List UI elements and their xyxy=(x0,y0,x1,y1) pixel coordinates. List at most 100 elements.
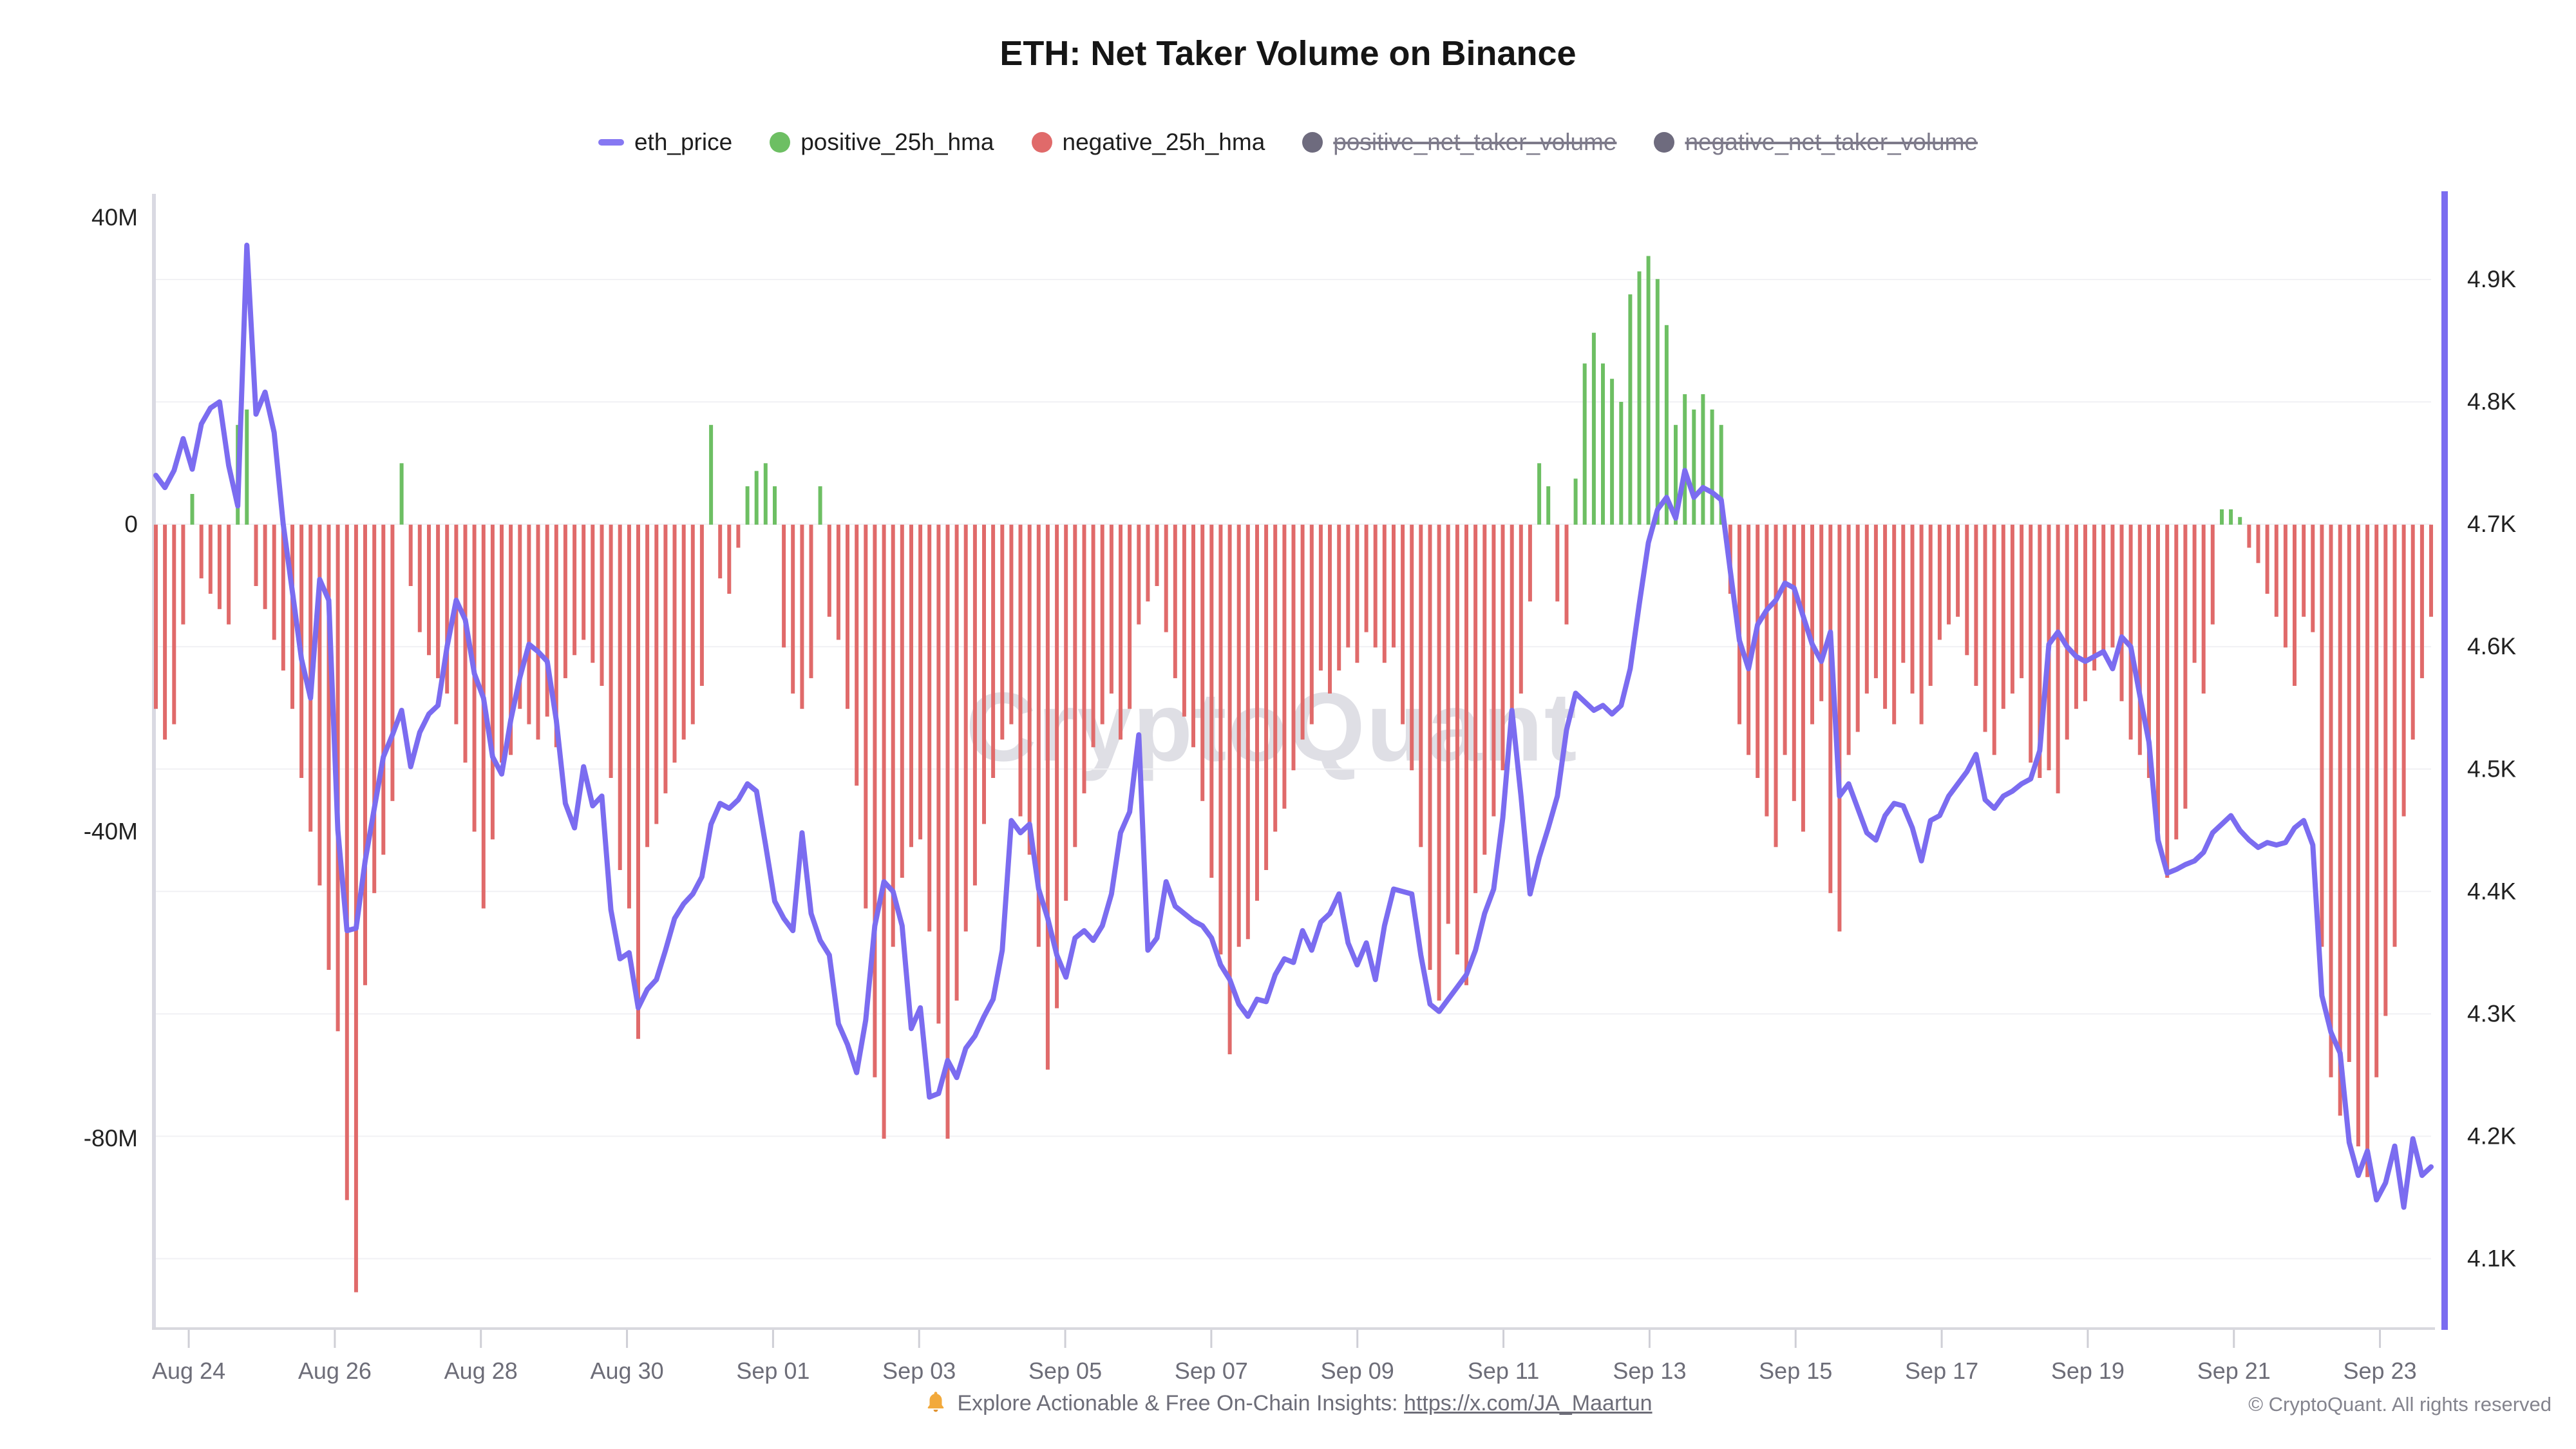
negative-hma-bar xyxy=(1155,524,1159,586)
positive-hma-bar xyxy=(1619,402,1624,525)
negative-hma-bar xyxy=(945,524,950,1139)
negative-hma-bar xyxy=(2038,524,2042,778)
negative-hma-bar xyxy=(1937,524,1942,640)
negative-hma-bar xyxy=(2429,524,2433,617)
positive-hma-bar xyxy=(773,486,777,525)
right-axis-tick-label: 4.9K xyxy=(2467,266,2516,292)
negative-hma-bar xyxy=(609,524,613,778)
x-axis-tick-label: Sep 19 xyxy=(2051,1358,2125,1384)
legend-label: positive_net_taker_volume xyxy=(1333,129,1617,155)
negative-hma-bar xyxy=(1036,524,1041,947)
negative-hma-bar xyxy=(1965,524,1969,656)
negative-hma-bar xyxy=(1992,524,1996,755)
negative-hma-bar xyxy=(2356,524,2360,1147)
negative-hma-bar xyxy=(208,524,213,594)
right-axis-labels: 4.9K 4.8K 4.7K 4.6K 4.5K 4.4K 4.3K 4.2K 4.1K xyxy=(2467,266,2516,1271)
negative-hma-bar xyxy=(1473,524,1478,893)
x-axis-tick-label: Sep 21 xyxy=(2197,1358,2271,1384)
negative-hma-bar xyxy=(1747,524,1751,755)
negative-hma-bar xyxy=(2311,524,2315,632)
negative-hma-bar xyxy=(1846,524,1851,755)
negative-hma-bar xyxy=(527,524,531,724)
negative-hma-bar xyxy=(1364,524,1368,632)
negative-hma-bar xyxy=(354,524,358,1293)
negative-hma-bar xyxy=(1419,524,1423,848)
negative-hma-bar xyxy=(536,524,540,740)
negative-hma-bar xyxy=(317,524,322,886)
negative-hma-bar xyxy=(254,524,258,586)
negative-hma-bar xyxy=(1873,524,1878,679)
negative-hma-bar xyxy=(1501,524,1505,771)
left-axis-tick-label: -40M xyxy=(84,818,138,844)
positive-hma-bar xyxy=(1582,363,1587,525)
negative-hma-bar xyxy=(463,524,468,763)
legend-item-eth_price[interactable]: eth_price xyxy=(598,129,732,156)
negative-hma-bar xyxy=(2256,524,2260,564)
positive-hma-bar xyxy=(818,486,822,525)
negative-hma-bar xyxy=(809,524,813,679)
negative-hma-bar xyxy=(1892,524,1897,724)
negative-hma-bar xyxy=(518,524,522,709)
footer-link[interactable]: https://x.com/JA_Maartun xyxy=(1404,1391,1653,1416)
negative-hma-bar xyxy=(2092,524,2097,671)
positive-hma-bar xyxy=(245,409,249,525)
negative-hma-bar xyxy=(1401,524,1405,724)
negative-hma-bar xyxy=(882,524,886,1139)
line-swatch-icon xyxy=(598,139,624,146)
negative-hma-bar xyxy=(481,524,486,909)
negative-hma-bar xyxy=(2183,524,2188,809)
negative-hma-bar xyxy=(327,524,331,970)
negative-hma-bar xyxy=(290,524,294,709)
negative-hma-bar xyxy=(2347,524,2351,1062)
negative-hma-bar xyxy=(1756,524,1760,778)
negative-hma-bar xyxy=(2137,524,2142,755)
negative-hma-bar xyxy=(1218,524,1223,955)
negative-hma-bar xyxy=(864,524,868,909)
negative-hma-bar xyxy=(954,524,959,1001)
x-axis-tick-label: Sep 01 xyxy=(736,1358,810,1384)
negative-hma-bar xyxy=(1137,524,1141,625)
negative-hma-bar xyxy=(2165,524,2170,878)
negative-hma-bar xyxy=(1392,524,1396,648)
x-axis-tick-label: Aug 24 xyxy=(152,1358,225,1384)
positive-hma-bar xyxy=(1664,325,1669,525)
negative-hma-bar xyxy=(1519,524,1523,694)
positive-hma-bar xyxy=(1719,424,1723,525)
x-axis-tick-label: Sep 09 xyxy=(1321,1358,1394,1384)
eth-price-line xyxy=(153,242,2434,1210)
negative-hma-bar xyxy=(2010,524,2014,694)
negative-hma-bar xyxy=(263,524,267,609)
negative-hma-bar xyxy=(1337,524,1341,671)
negative-hma-bar xyxy=(372,524,377,893)
negative-hma-bar xyxy=(681,524,686,740)
negative-hma-bar xyxy=(163,524,167,740)
x-axis-tick-label: Aug 26 xyxy=(298,1358,372,1384)
negative-hma-bar xyxy=(1164,524,1168,632)
positive-hma-bar xyxy=(1610,379,1615,525)
positive-hma-bar xyxy=(2229,509,2233,525)
positive-hma-bar xyxy=(745,486,750,525)
legend-item-positive_25h_hma[interactable]: positive_25h_hma xyxy=(770,129,994,156)
negative-hma-bar xyxy=(1309,524,1314,724)
right-axis-tick-label: 4.5K xyxy=(2467,755,2516,782)
negative-hma-bar xyxy=(417,524,422,632)
negative-hma-bar xyxy=(1947,524,1951,625)
negative-hma-bar xyxy=(1901,524,1906,663)
legend-item-negative_net_taker_volume[interactable]: negative_net_taker_volume xyxy=(1654,129,1978,156)
negative-hma-bar xyxy=(1410,524,1414,771)
negative-hma-bar xyxy=(1073,524,1077,848)
negative-hma-bar xyxy=(427,524,431,656)
positive-hma-bar xyxy=(1674,424,1678,525)
negative-hma-bar xyxy=(2338,524,2342,1116)
right-axis-tick-label: 4.6K xyxy=(2467,633,2516,659)
copyright: © CryptoQuant. All rights reserved xyxy=(2248,1393,2552,1416)
negative-hma-bar xyxy=(1974,524,1978,686)
positive-hma-bar xyxy=(190,494,194,525)
circle-swatch-icon xyxy=(770,132,791,153)
legend-item-negative_25h_hma[interactable]: negative_25h_hma xyxy=(1031,129,1265,156)
legend-item-positive_net_taker_volume[interactable]: positive_net_taker_volume xyxy=(1302,129,1616,156)
negative-hma-bar xyxy=(836,524,840,640)
negative-hma-bar xyxy=(1119,524,1122,740)
negative-hma-bar xyxy=(1464,524,1468,985)
